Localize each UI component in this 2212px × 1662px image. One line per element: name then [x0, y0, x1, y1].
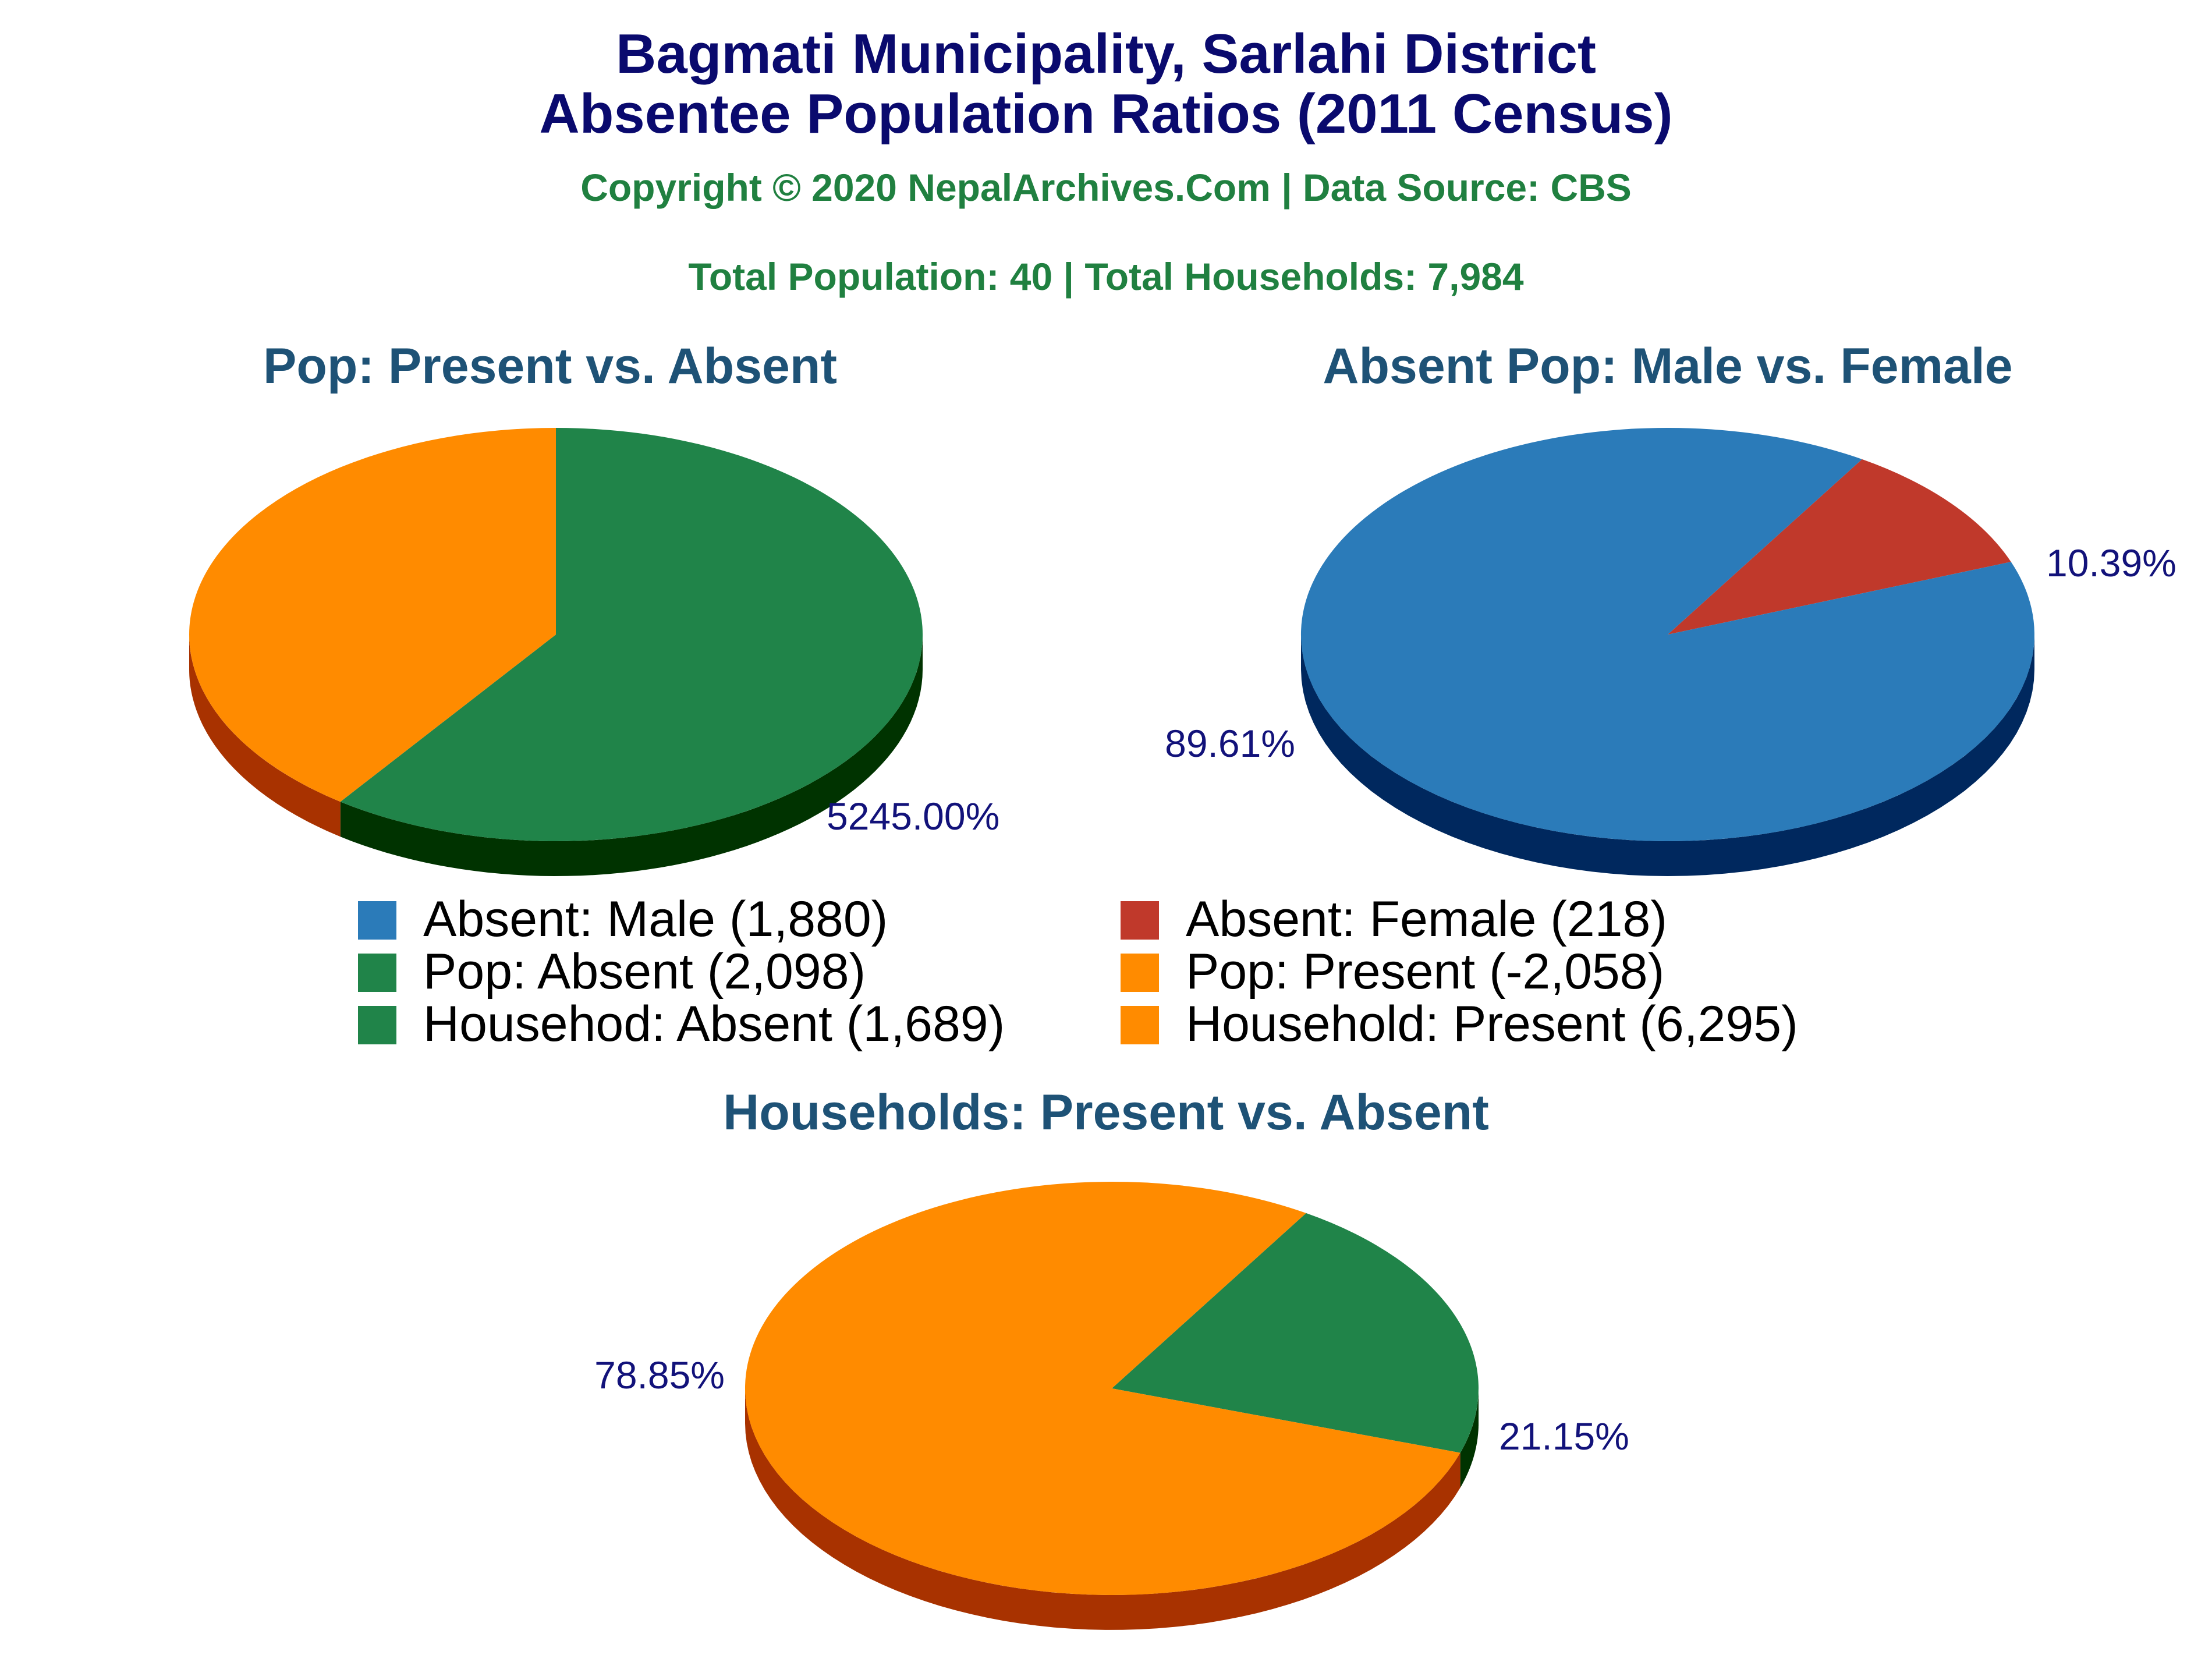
pie-side-a: [1460, 1388, 1479, 1488]
pie-households: 21.15% 78.85%: [594, 1181, 1629, 1630]
legend-label: Absent: Male (1,880): [423, 891, 888, 947]
pie-side-a: [340, 635, 923, 876]
chart-title-line1: Bagmati Municipality, Sarlahi District: [616, 23, 1596, 85]
pie-title-population: Pop: Present vs. Absent: [263, 338, 837, 394]
pie-percent-label: 5245.00%: [827, 795, 999, 838]
legend-label: Household: Present (6,295): [1186, 996, 1798, 1052]
pie-side-b: [745, 1388, 1461, 1630]
pie-title-households: Households: Present vs. Absent: [723, 1085, 1489, 1140]
chart-title-line2: Absentee Population Ratios (2011 Census): [539, 83, 1672, 145]
pie-slice: [745, 1181, 1461, 1595]
pie-side-b: [1301, 635, 2034, 876]
legend-swatch: [358, 901, 396, 940]
legend-label: Pop: Absent (2,098): [423, 944, 866, 1000]
legend: Absent: Male (1,880) Absent: Female (218)…: [358, 891, 1798, 1052]
pie-percent-label: 21.15%: [1499, 1415, 1629, 1458]
pie-percent-label: 10.39%: [2046, 541, 2176, 584]
pie-percent-label: 78.85%: [594, 1353, 725, 1397]
pie-absent-gender: 10.39% 89.61%: [1165, 427, 2176, 876]
pie-slice: [189, 428, 556, 802]
pie-percent-label: 89.61%: [1165, 722, 1295, 765]
legend-label: Househod: Absent (1,689): [423, 996, 1005, 1052]
pie-population: 5245.00%: [189, 428, 999, 876]
legend-swatch: [358, 1006, 396, 1044]
pie-slice: [340, 428, 923, 841]
legend-swatch: [1121, 1006, 1159, 1044]
legend-label: Absent: Female (218): [1186, 891, 1667, 947]
pie-slice: [1668, 459, 2011, 635]
pie-slice: [1112, 1213, 1479, 1453]
pie-side-b: [189, 635, 341, 837]
pie-slice: [1300, 427, 2034, 841]
pie-title-absent-gender: Absent Pop: Male vs. Female: [1323, 338, 2012, 394]
totals-text: Total Population: 40 | Total Households:…: [688, 255, 1523, 299]
legend-swatch: [1121, 901, 1159, 940]
legend-swatch: [1121, 954, 1159, 992]
legend-label: Pop: Present (-2,058): [1186, 944, 1664, 1000]
legend-swatch: [358, 954, 396, 992]
copyright-text: Copyright © 2020 NepalArchives.Com | Dat…: [580, 166, 1632, 210]
